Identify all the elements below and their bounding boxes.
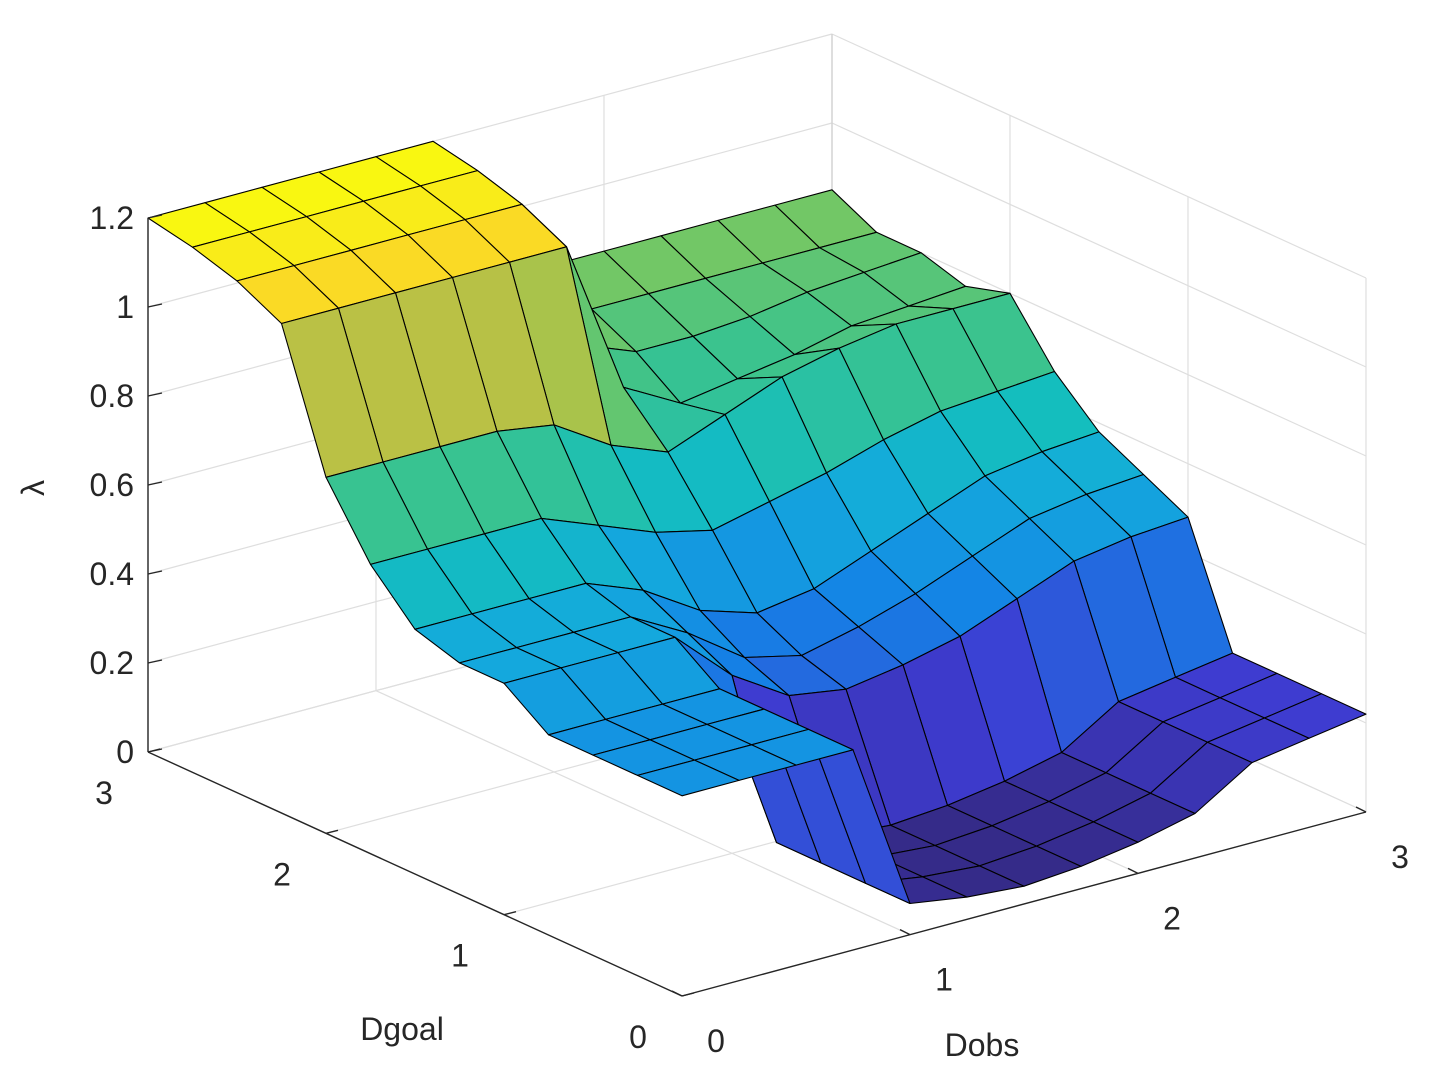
y-tick-label: 0 bbox=[629, 1019, 647, 1055]
grid-line bbox=[831, 33, 1367, 279]
y-tick-label: 3 bbox=[95, 775, 113, 811]
y-axis-label: Dgoal bbox=[360, 1011, 444, 1047]
z-tick-label: 0 bbox=[116, 734, 134, 770]
y-axis-line bbox=[147, 751, 683, 997]
x-axis-line bbox=[681, 811, 1367, 997]
x-tick bbox=[671, 990, 683, 997]
z-tick-label: 0.8 bbox=[90, 378, 134, 414]
z-tick bbox=[147, 570, 163, 575]
z-tick-label: 1 bbox=[116, 289, 134, 325]
z-tick-label: 0.6 bbox=[90, 467, 134, 503]
x-tick-label: 3 bbox=[1391, 839, 1409, 875]
surface-mesh bbox=[147, 140, 1367, 905]
z-tick bbox=[147, 214, 163, 219]
x-tick bbox=[1127, 867, 1139, 874]
x-axis-label: Dobs bbox=[945, 1027, 1020, 1063]
x-tick-label: 2 bbox=[1163, 900, 1181, 936]
z-axis-label: λ bbox=[15, 480, 51, 496]
z-tick-label: 0.4 bbox=[90, 556, 134, 592]
y-tick-label: 2 bbox=[273, 856, 291, 892]
x-tick-label: 0 bbox=[707, 1023, 725, 1059]
z-tick-label: 1.2 bbox=[90, 200, 134, 236]
y-tick-label: 1 bbox=[451, 938, 469, 974]
x-tick bbox=[1355, 806, 1367, 813]
z-tick-label: 0.2 bbox=[90, 645, 134, 681]
surface-face bbox=[636, 759, 740, 797]
y-tick bbox=[147, 748, 161, 753]
grid-line bbox=[831, 122, 1367, 368]
y-tick bbox=[503, 910, 517, 916]
z-tick bbox=[147, 481, 163, 486]
y-tick bbox=[681, 992, 695, 997]
x-tick bbox=[899, 929, 911, 936]
y-tick bbox=[325, 829, 339, 835]
z-tick bbox=[147, 659, 163, 664]
z-tick bbox=[147, 303, 163, 308]
grid-line bbox=[375, 690, 911, 936]
x-tick-label: 1 bbox=[935, 962, 953, 998]
z-tick bbox=[147, 392, 163, 397]
